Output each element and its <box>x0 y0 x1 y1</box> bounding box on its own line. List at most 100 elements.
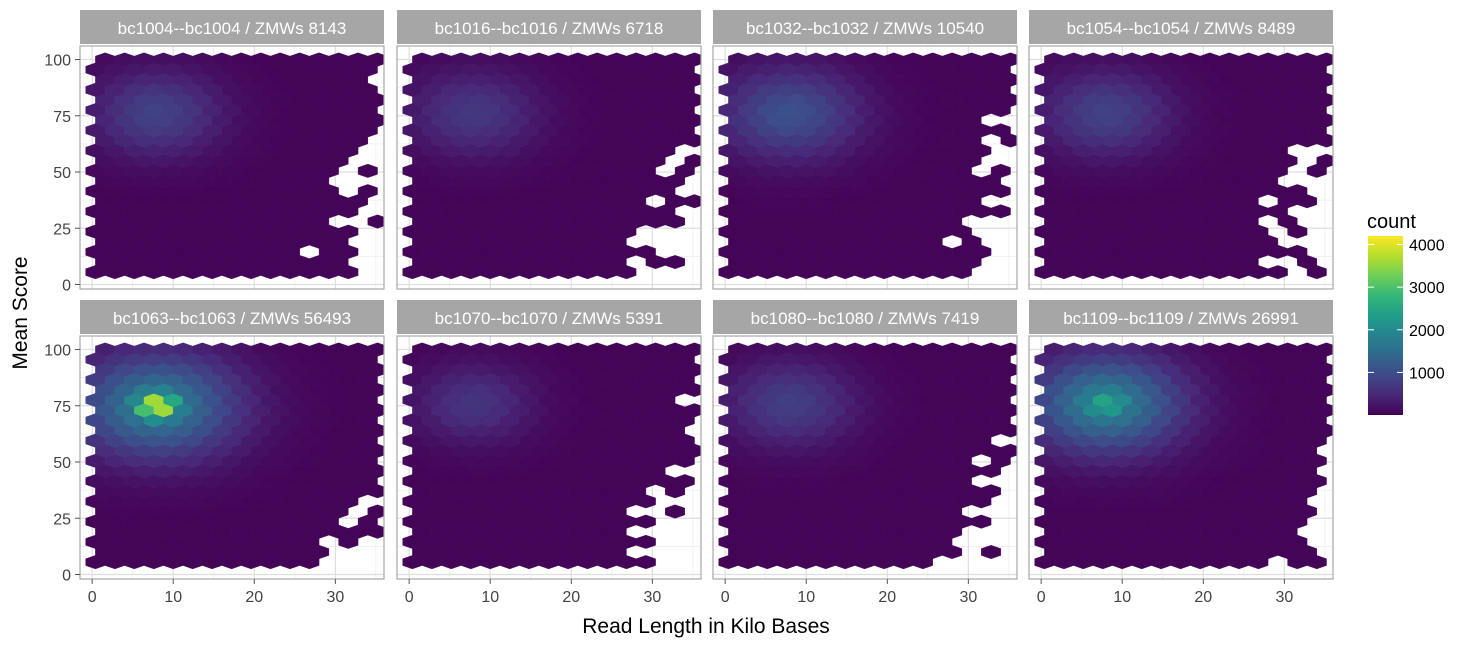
x-tick-label: 0 <box>721 589 730 606</box>
x-tick-label: 10 <box>797 589 815 606</box>
hexbin-cell <box>367 504 384 519</box>
hexbin-cell <box>635 555 656 570</box>
x-tick-label: 20 <box>878 589 896 606</box>
y-tick-label: 0 <box>62 278 71 295</box>
y-tick-label: 25 <box>53 221 71 238</box>
facet-strip <box>80 300 384 334</box>
legend-title: count <box>1367 211 1416 233</box>
hexbin-cell <box>990 204 1011 219</box>
x-tick-label: 30 <box>326 589 344 606</box>
y-axis-title: Mean Score <box>9 256 32 369</box>
hexbin-cell <box>357 163 378 178</box>
hexbin-cell <box>1287 244 1308 259</box>
legend: count 1000 2000 3000 4000 <box>1367 211 1445 415</box>
hexbin-cell <box>1000 52 1017 67</box>
panel-border <box>79 45 385 290</box>
panel-border <box>712 335 1018 580</box>
y-tick-label: 50 <box>53 165 71 182</box>
hexbin-cell <box>981 545 1001 560</box>
y-tick-label: 50 <box>53 455 71 472</box>
facet-strip-label: bc1109--bc1109 / ZMWs 26991 <box>1063 309 1299 328</box>
facet-panel: bc1004--bc1004 / ZMWs 8143 <box>79 10 385 290</box>
hexbin-cell <box>1000 342 1017 357</box>
colorbar-tick-label: 3000 <box>1409 280 1445 297</box>
hexbin-cell <box>684 403 701 418</box>
facet-strip <box>713 300 1017 334</box>
hexbin-cell <box>635 514 656 529</box>
hexbin-cell <box>367 214 384 229</box>
hexbin-cell <box>971 514 992 529</box>
hexbin-layer <box>718 342 1017 570</box>
hexbin-cell <box>635 534 656 549</box>
x-tick-label: 30 <box>959 589 977 606</box>
hexbin-cell <box>684 52 701 67</box>
hexbin-layer <box>85 342 384 570</box>
facet-panel: bc1054--bc1054 / ZMWs 8489 <box>1028 10 1334 290</box>
colorbar-tick-label: 2000 <box>1409 323 1445 340</box>
hexbin-cell <box>338 224 359 239</box>
hexbin-layer <box>402 342 701 570</box>
panel-border <box>396 335 702 580</box>
hexbin-cell <box>1267 265 1288 280</box>
x-tick-label: 0 <box>88 589 97 606</box>
hexbin-cell <box>990 123 1011 138</box>
panel-border <box>79 335 385 580</box>
hexbin-cell <box>367 342 384 357</box>
hexbin-layer <box>402 52 701 280</box>
hexbin-cell <box>665 255 685 270</box>
hexbin-cell <box>367 52 384 67</box>
x-tick-label: 10 <box>164 589 182 606</box>
hexbin-layer <box>1034 52 1333 280</box>
x-tick-label: 10 <box>481 589 499 606</box>
y-tick-label: 25 <box>53 511 71 528</box>
facet-strip-label: bc1032--bc1032 / ZMWs 10540 <box>746 19 984 38</box>
x-tick-label: 30 <box>643 589 661 606</box>
facet-strip-label: bc1070--bc1070 / ZMWs 5391 <box>435 309 664 328</box>
colorbar <box>1368 236 1403 415</box>
hexbin-layer <box>718 52 1017 280</box>
hexbin-layer <box>85 52 384 280</box>
facet-strip-label: bc1063--bc1063 / ZMWs 56493 <box>113 309 351 328</box>
x-tick-label: 0 <box>1037 589 1046 606</box>
x-tick-label: 20 <box>1194 589 1212 606</box>
hexbin-cell <box>357 184 378 199</box>
facet-panel: bc1080--bc1080 / ZMWs 7419 <box>712 300 1018 580</box>
facet-strip <box>1029 300 1333 334</box>
y-tick-label: 75 <box>53 399 71 416</box>
facet-strip-label: bc1016--bc1016 / ZMWs 6718 <box>435 19 664 38</box>
facet-panel: bc1032--bc1032 / ZMWs 10540 <box>712 10 1018 290</box>
facet-strip <box>397 10 701 44</box>
hexbin-cell <box>1316 153 1333 168</box>
panel-border <box>712 45 1018 290</box>
facet-strip-label: bc1080--bc1080 / ZMWs 7419 <box>751 309 980 328</box>
x-tick-label: 20 <box>245 589 263 606</box>
hexbin-cell <box>1000 443 1017 458</box>
y-tick-label: 100 <box>44 343 71 360</box>
hexbin-cell <box>1316 342 1333 357</box>
y-tick-label: 0 <box>62 568 71 585</box>
panel-border <box>1028 335 1334 580</box>
hexbin-cell <box>674 474 695 489</box>
facet-strip <box>1029 10 1333 44</box>
facet-strip-label: bc1054--bc1054 / ZMWs 8489 <box>1067 19 1296 38</box>
hexbin-cell <box>990 163 1011 178</box>
facet-panel: bc1109--bc1109 / ZMWs 26991 <box>1028 300 1334 580</box>
colorbar-tick-label: 4000 <box>1409 238 1445 255</box>
colorbar-tick-label: 1000 <box>1409 365 1445 382</box>
x-tick-label: 10 <box>1113 589 1131 606</box>
hexbin-cell <box>684 194 701 209</box>
hexbin-cell <box>635 244 656 259</box>
panel-border <box>396 45 702 290</box>
hexbin-cell <box>665 504 685 519</box>
hexbin-layer <box>1034 342 1333 570</box>
facet-strip <box>397 300 701 334</box>
x-tick-label: 20 <box>562 589 580 606</box>
facet-strip <box>80 10 384 44</box>
facet-panel: bc1070--bc1070 / ZMWs 5391 <box>396 300 702 580</box>
hexbin-cell <box>1316 52 1333 67</box>
y-tick-label: 100 <box>44 53 71 70</box>
hexbin-cell <box>684 342 701 357</box>
hexbin-cell <box>981 484 1001 499</box>
